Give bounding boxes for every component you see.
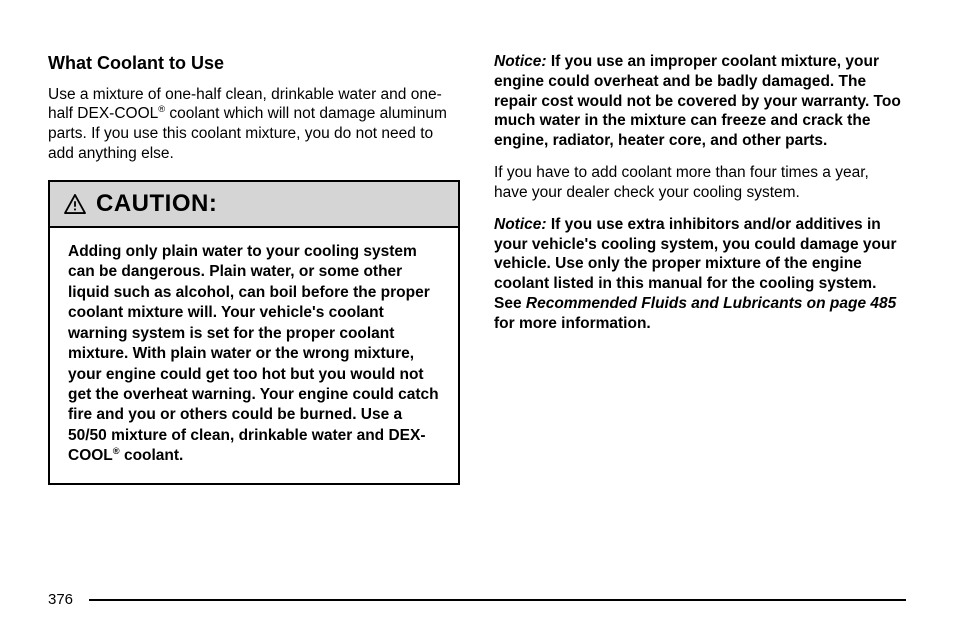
- notice-label: Notice:: [494, 53, 547, 70]
- notice-2: Notice: If you use extra inhibitors and/…: [494, 215, 906, 334]
- caution-text-a: Adding only plain water to your cooling …: [68, 243, 439, 465]
- caution-header: CAUTION:: [50, 182, 458, 228]
- footer-rule: [89, 599, 906, 601]
- intro-paragraph: Use a mixture of one-half clean, drinkab…: [48, 85, 460, 164]
- warning-triangle-icon: [64, 194, 86, 214]
- caution-body: Adding only plain water to your cooling …: [50, 228, 458, 483]
- notice-2-text-b: for more information.: [494, 315, 651, 332]
- caution-text-b: coolant.: [120, 447, 184, 464]
- section-heading: What Coolant to Use: [48, 52, 460, 75]
- plain-paragraph: If you have to add coolant more than fou…: [494, 163, 906, 203]
- page-number: 376: [48, 591, 73, 608]
- registered-mark-icon: ®: [113, 446, 120, 456]
- notice-label: Notice:: [494, 216, 547, 233]
- caution-label: CAUTION:: [96, 190, 217, 218]
- caution-box: CAUTION: Adding only plain water to your…: [48, 180, 460, 485]
- notice-1-text: If you use an improper coolant mixture, …: [494, 53, 901, 149]
- two-column-layout: What Coolant to Use Use a mixture of one…: [48, 52, 906, 485]
- right-column: Notice: If you use an improper coolant m…: [494, 52, 906, 485]
- manual-page: What Coolant to Use Use a mixture of one…: [0, 0, 954, 636]
- page-footer: 376: [48, 591, 906, 608]
- left-column: What Coolant to Use Use a mixture of one…: [48, 52, 460, 485]
- notice-1: Notice: If you use an improper coolant m…: [494, 52, 906, 151]
- cross-reference: Recommended Fluids and Lubricants on pag…: [526, 295, 896, 312]
